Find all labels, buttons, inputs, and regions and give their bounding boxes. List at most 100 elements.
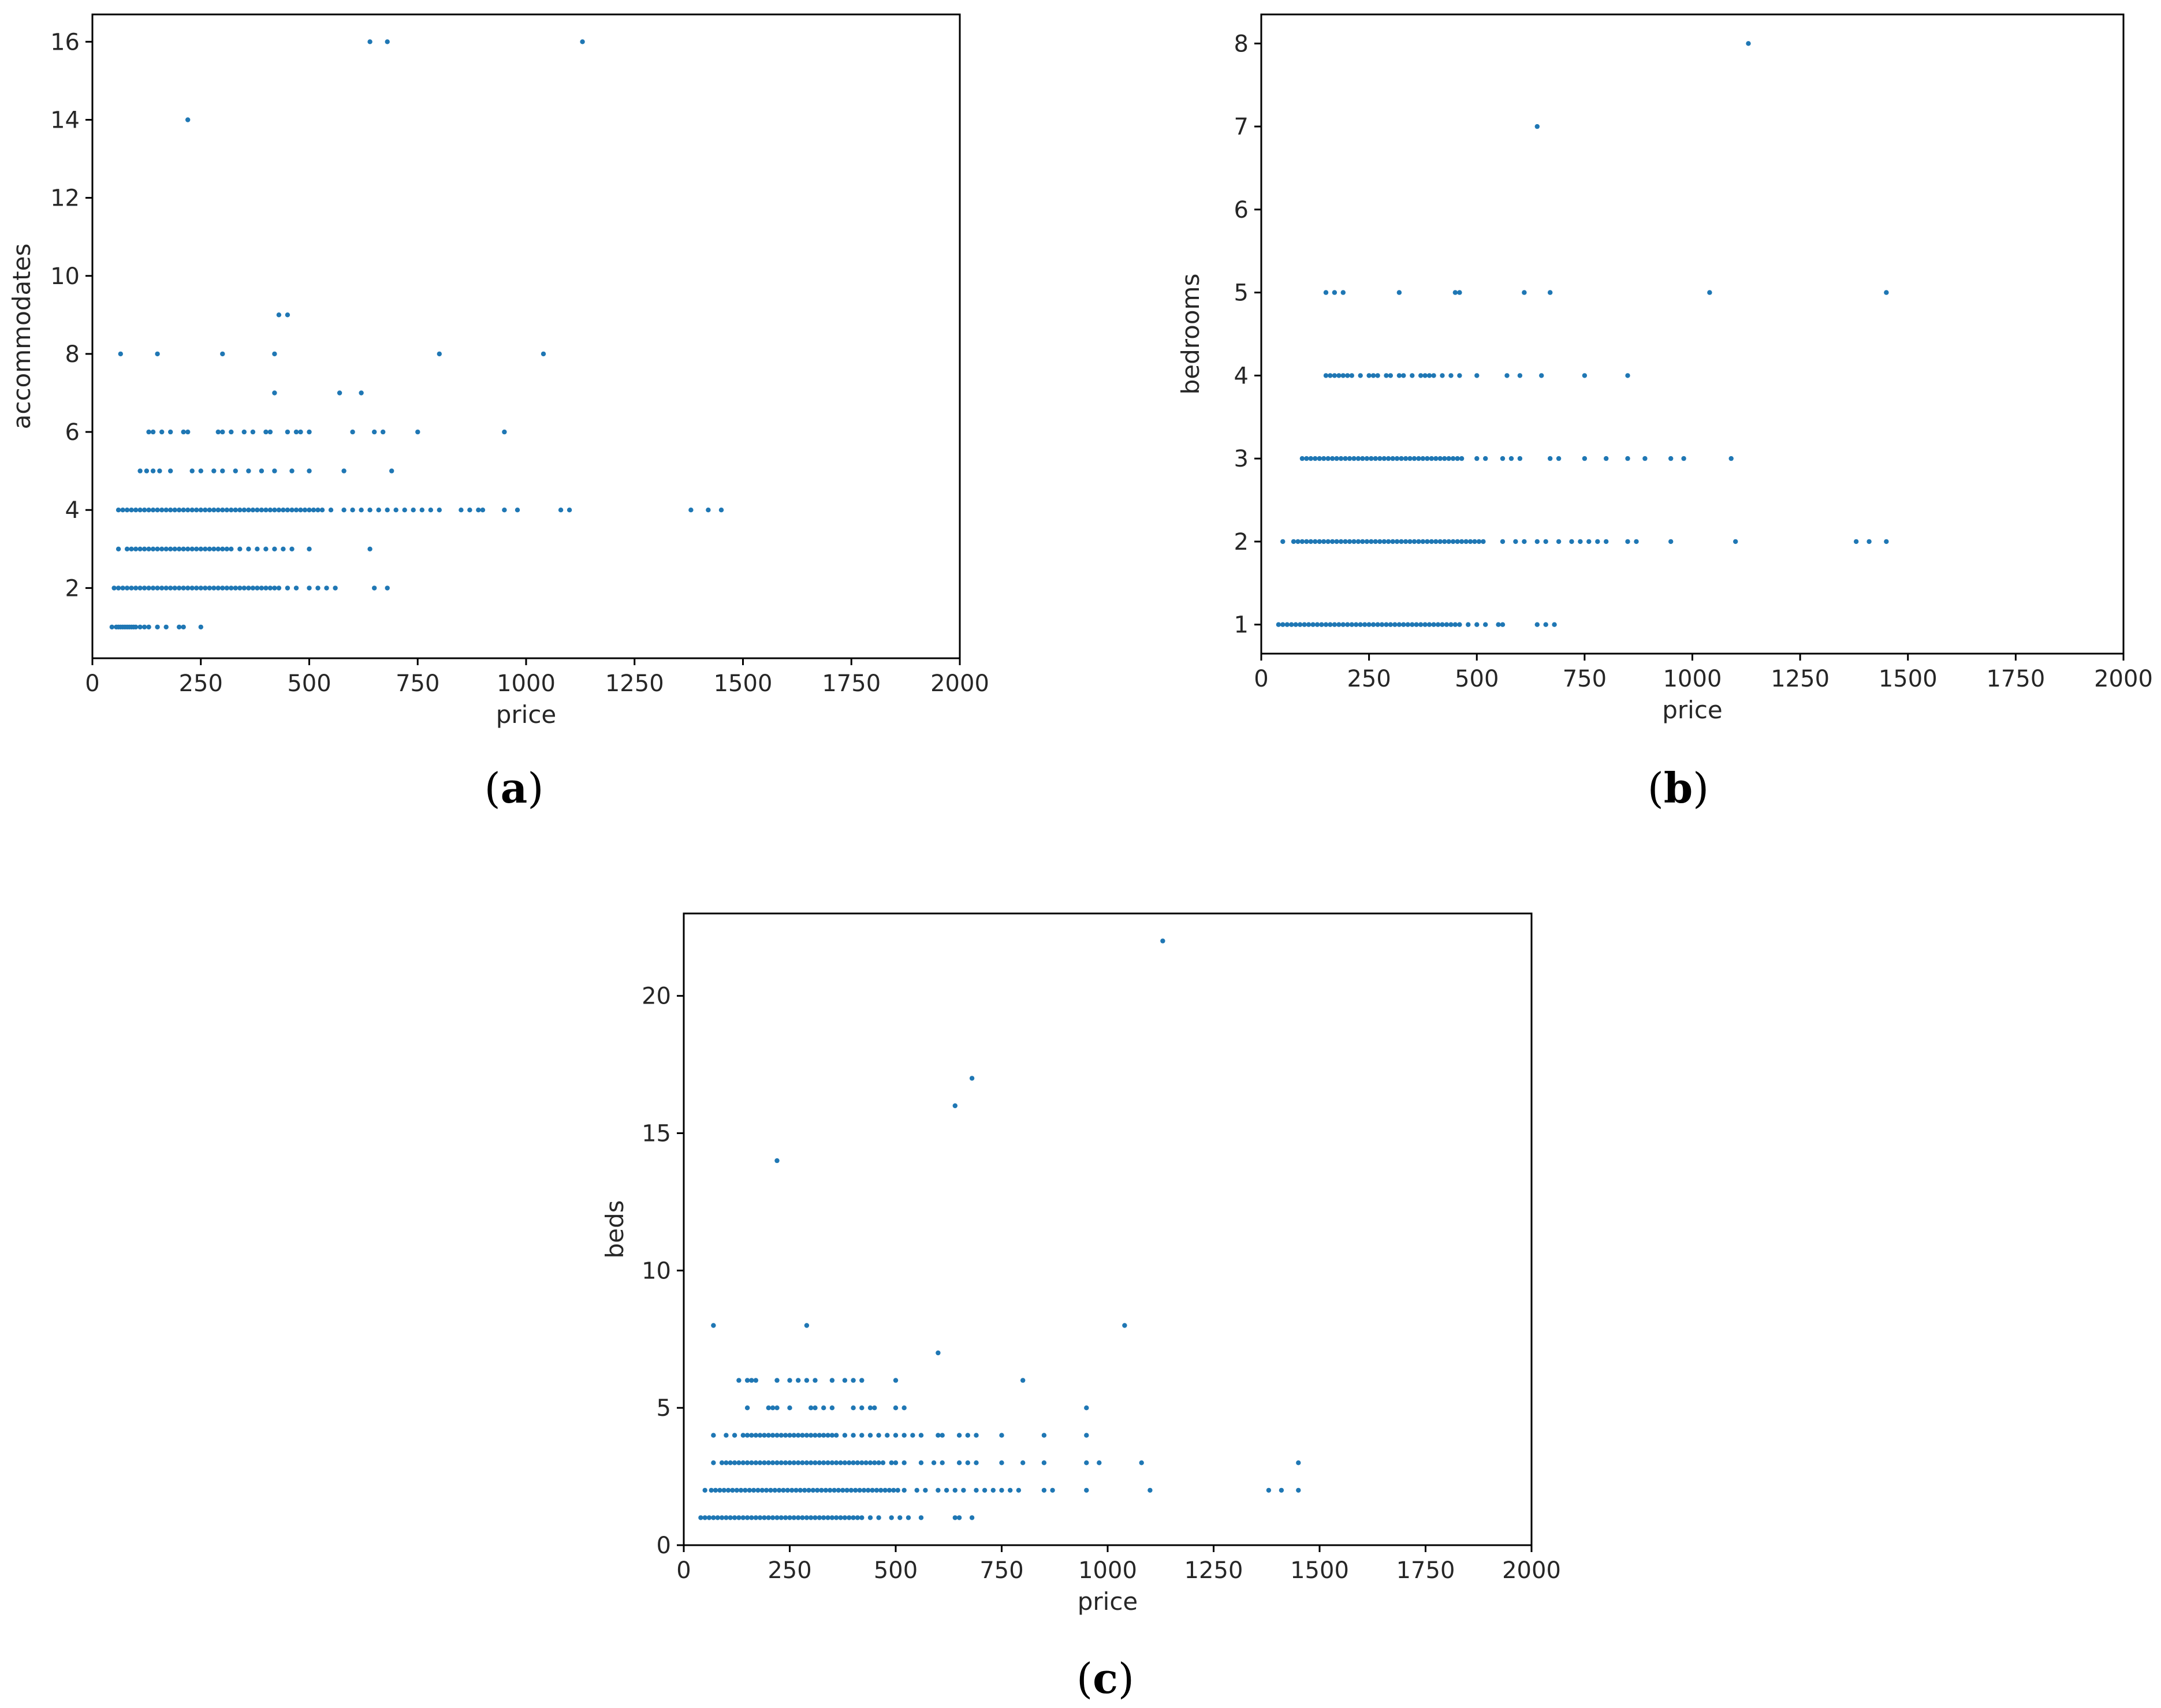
data-point [1435, 622, 1441, 627]
data-point [829, 1433, 835, 1438]
data-point [791, 1433, 797, 1438]
data-point [815, 1487, 820, 1493]
data-point [859, 1433, 865, 1438]
data-point [241, 508, 247, 513]
data-point [732, 1433, 737, 1438]
data-point [787, 1515, 792, 1520]
data-point [821, 1405, 826, 1411]
data-point [237, 586, 243, 591]
data-point [1569, 539, 1574, 545]
data-point [770, 1405, 776, 1411]
data-point [181, 429, 186, 435]
data-point [762, 1515, 767, 1520]
data-point [267, 429, 273, 435]
data-point [133, 546, 139, 551]
data-point [372, 429, 377, 435]
data-point [851, 1378, 856, 1383]
data-point [759, 1487, 765, 1493]
data-point [1321, 539, 1327, 545]
data-point [1416, 539, 1421, 545]
data-point [1472, 539, 1477, 545]
data-point [1426, 622, 1432, 627]
data-point [215, 429, 221, 435]
data-point [724, 1433, 729, 1438]
data-point [1410, 373, 1415, 378]
data-point [1362, 622, 1368, 627]
data-point [753, 1460, 759, 1465]
data-point [821, 1460, 826, 1465]
data-point [293, 508, 299, 513]
data-point [1429, 539, 1435, 545]
y-tick-label: 5 [1234, 280, 1249, 307]
data-point [141, 586, 147, 591]
x-tick-label: 1750 [1986, 666, 2045, 692]
x-tick-label: 1500 [1879, 666, 1938, 692]
data-point [762, 1433, 767, 1438]
data-point [800, 1460, 805, 1465]
data-point [728, 1515, 733, 1520]
data-point [1407, 456, 1413, 461]
data-point [1330, 539, 1335, 545]
data-point [718, 508, 724, 513]
data-point [1313, 456, 1318, 461]
data-point [751, 1487, 757, 1493]
data-point [747, 1487, 752, 1493]
data-point [1425, 539, 1430, 545]
panel-b-scatter-plot: 0 250 500 750 1000 1250 1500 1750 2000 1 2 3 4 5 6 7 8 pr… [1176, 13, 2153, 812]
data-point [901, 1460, 907, 1465]
data-point [1308, 456, 1313, 461]
data-point [233, 586, 238, 591]
data-point [749, 1460, 754, 1465]
data-point [796, 1433, 801, 1438]
data-point [263, 586, 269, 591]
data-point [969, 1076, 975, 1081]
data-point [1522, 539, 1527, 545]
data-point [706, 1515, 712, 1520]
x-tick-label: 750 [979, 1557, 1023, 1584]
data-point [129, 546, 134, 551]
data-point [867, 1515, 873, 1520]
data-point [774, 1433, 780, 1438]
data-point [385, 586, 390, 591]
data-point [233, 508, 238, 513]
data-point [1284, 622, 1290, 627]
data-point [229, 429, 234, 435]
data-point [715, 1515, 720, 1520]
data-point [1866, 539, 1872, 545]
data-point [118, 351, 123, 357]
data-point [393, 508, 398, 513]
data-point [736, 1378, 742, 1383]
data-point [956, 1433, 962, 1438]
data-point [738, 1487, 744, 1493]
data-point [770, 1433, 776, 1438]
data-point [1323, 373, 1329, 378]
data-point [1377, 456, 1383, 461]
data-point [263, 508, 269, 513]
data-point [719, 1515, 725, 1520]
data-point [324, 586, 329, 591]
data-point [1396, 373, 1402, 378]
data-point [874, 1487, 880, 1493]
data-point [793, 1487, 799, 1493]
data-point [1041, 1433, 1047, 1438]
data-point [834, 1460, 839, 1465]
data-point [821, 1515, 826, 1520]
data-point [172, 586, 177, 591]
data-point [155, 508, 160, 513]
data-point [1463, 539, 1469, 545]
data-point [285, 312, 290, 318]
y-tick-label: 5 [657, 1395, 671, 1422]
data-point [1317, 456, 1322, 461]
data-point [870, 1487, 875, 1493]
x-tick-label: 2000 [1502, 1557, 1561, 1584]
data-point [808, 1405, 814, 1411]
data-point [1625, 539, 1630, 545]
data-point [724, 1460, 729, 1465]
data-point [1405, 622, 1410, 627]
data-point [956, 1515, 962, 1520]
data-point [437, 351, 442, 357]
data-point [229, 586, 234, 591]
data-point [285, 508, 290, 513]
data-point [918, 1515, 924, 1520]
x-tick-label: 2000 [2094, 666, 2153, 692]
